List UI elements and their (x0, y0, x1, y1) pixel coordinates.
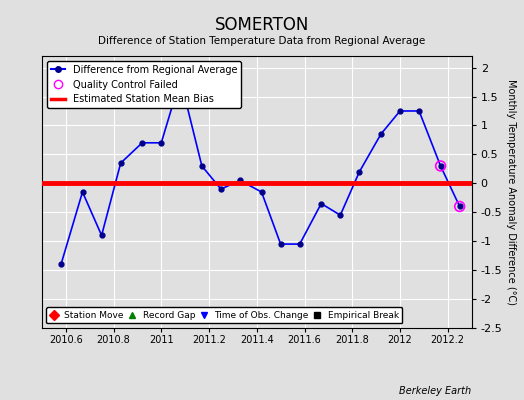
Text: Difference of Station Temperature Data from Regional Average: Difference of Station Temperature Data f… (99, 36, 425, 46)
Y-axis label: Monthly Temperature Anomaly Difference (°C): Monthly Temperature Anomaly Difference (… (506, 79, 516, 305)
Point (455, 203, 464, 210)
Text: SOMERTON: SOMERTON (215, 16, 309, 34)
Point (436, 163, 445, 169)
Legend: Station Move, Record Gap, Time of Obs. Change, Empirical Break: Station Move, Record Gap, Time of Obs. C… (47, 307, 402, 324)
Text: Berkeley Earth: Berkeley Earth (399, 386, 472, 396)
